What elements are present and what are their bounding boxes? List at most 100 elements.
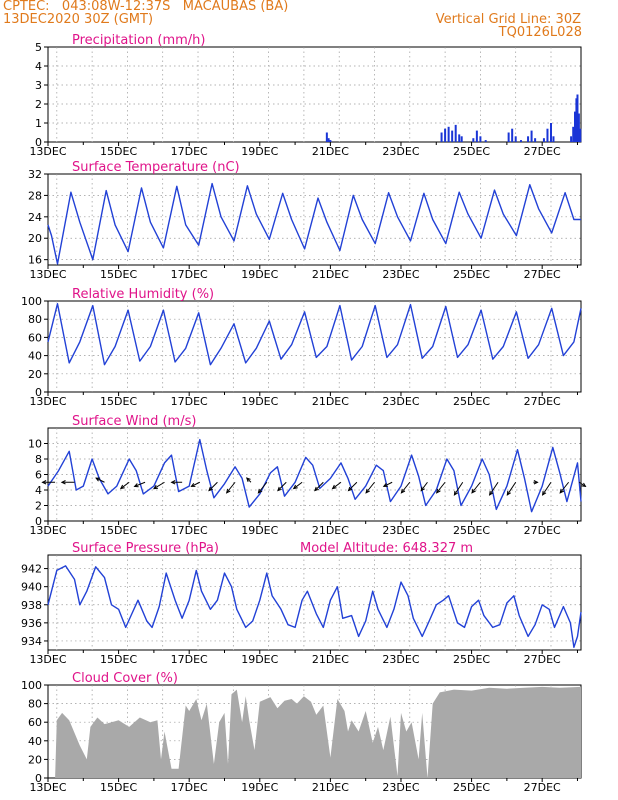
pres-ytick-label: 934 <box>21 635 42 648</box>
precip-ytick-label: 3 <box>35 79 42 92</box>
wind-arrow-head <box>95 477 101 482</box>
precip-xtick-label: 25DEC <box>453 145 490 158</box>
precip-ytick-label: 5 <box>35 41 42 54</box>
pres-xtick-label: 13DEC <box>29 653 66 666</box>
temp-xtick-label: 21DEC <box>312 268 349 281</box>
wind-arrow <box>436 481 446 494</box>
wind-arrow-head <box>277 486 282 492</box>
pres-ytick-label: 936 <box>21 617 42 630</box>
precip-bar <box>573 111 576 142</box>
precip-bar <box>570 136 573 142</box>
wind-arrow <box>134 481 146 487</box>
wind-xtick-label: 23DEC <box>382 524 419 537</box>
temp-xtick-label: 25DEC <box>453 268 490 281</box>
wind-arrow-head <box>488 490 494 496</box>
wind-arrow-head <box>453 490 459 496</box>
cloud-ytick-label: 100 <box>21 679 42 692</box>
temp-xtick-label: 23DEC <box>382 268 419 281</box>
wind-ytick-label: 10 <box>28 438 42 451</box>
temp-xtick-label: 13DEC <box>29 268 66 281</box>
wind-ytick-label: 8 <box>35 453 42 466</box>
precip-bar <box>519 140 522 142</box>
precip-bar <box>534 138 537 142</box>
precip-xtick-label: 21DEC <box>312 145 349 158</box>
wind-arrow-head <box>41 480 47 485</box>
wind-arrow-head <box>382 482 388 487</box>
precip-title: Precipitation (mm/h) <box>72 33 205 48</box>
wind-arrow <box>277 481 287 492</box>
wind-arrow-head <box>471 488 476 494</box>
temp-ytick-label: 28 <box>28 189 42 202</box>
precip-bar <box>575 98 578 142</box>
wind-arrow-head <box>208 486 213 492</box>
pres-xtick-label: 19DEC <box>241 653 278 666</box>
wind-arrow-head <box>190 482 196 487</box>
wind-arrow <box>542 481 552 496</box>
temp-xtick-label: 17DEC <box>171 268 208 281</box>
wind-arrow <box>401 481 411 494</box>
wind-xtick-label: 21DEC <box>312 524 349 537</box>
cloud-area <box>48 686 581 778</box>
pres-frame <box>47 554 582 651</box>
wind-arrow <box>293 481 303 489</box>
temp-xtick-label: 19DEC <box>241 268 278 281</box>
precip-ytick-label: 1 <box>35 117 42 130</box>
wind-arrow-head <box>541 490 547 496</box>
wind-arrow <box>332 481 342 489</box>
wind-ytick-label: 2 <box>35 500 42 513</box>
precip-ytick-label: 0 <box>35 136 42 149</box>
temp-title: Surface Temperature (nC) <box>72 160 240 175</box>
wind-arrow <box>383 481 393 487</box>
wind-series-line <box>47 438 582 513</box>
wind-arrow-head <box>331 484 337 490</box>
cloud-xtick-label: 15DEC <box>100 781 137 794</box>
rh-ytick-label: 80 <box>28 313 42 326</box>
pres-xtick-label: 25DEC <box>453 653 490 666</box>
wind-arrow <box>559 481 570 494</box>
cloud-ytick-label: 60 <box>28 716 42 729</box>
wind-arrow <box>489 481 499 496</box>
wind-arrow-head <box>365 488 370 494</box>
precip-bar <box>507 132 510 142</box>
wind-arrow <box>226 481 236 494</box>
wind-xtick-label: 13DEC <box>29 524 66 537</box>
cloud-ytick-label: 40 <box>28 735 42 748</box>
precip-bar <box>444 128 447 142</box>
wind-arrow-head <box>245 477 251 482</box>
temp-xtick-label: 15DEC <box>100 268 137 281</box>
wind-arrow-head <box>347 486 353 492</box>
wind-arrow <box>348 481 358 492</box>
wind-arrow <box>95 477 105 483</box>
precip-ytick-label: 2 <box>35 98 42 111</box>
cloud-xtick-label: 19DEC <box>241 781 278 794</box>
precip-bar <box>546 128 549 142</box>
precip-bar <box>542 138 545 142</box>
cloud-xtick-label: 13DEC <box>29 781 66 794</box>
precip-xtick-label: 17DEC <box>171 145 208 158</box>
pres-ytick-label: 942 <box>21 563 42 576</box>
wind-arrow <box>191 481 201 487</box>
wind-arrow-head <box>257 488 263 494</box>
wind-xtick-label: 19DEC <box>241 524 278 537</box>
vertical-grid-note: Vertical Grid Line: 30Z <box>435 12 581 27</box>
rh-xtick-label: 23DEC <box>382 395 419 408</box>
pres-annotation: Model Altitude: 648.327 m <box>300 541 473 556</box>
pres-title: Surface Pressure (hPa) <box>72 541 219 556</box>
precip-xtick-label: 15DEC <box>100 145 137 158</box>
station-header: CPTEC: 043:08W-12:37S MACAUBAS (BA) <box>3 0 289 14</box>
temp-ytick-label: 20 <box>28 232 42 245</box>
wind-arrow <box>314 481 324 492</box>
rh-frame <box>47 300 582 393</box>
precip-xtick-label: 13DEC <box>29 145 66 158</box>
rh-ytick-label: 100 <box>21 295 42 308</box>
precip-bar <box>549 123 552 142</box>
wind-arrow-head <box>133 483 139 488</box>
wind-arrow-head <box>60 480 66 485</box>
precip-bar <box>325 132 328 142</box>
cloud-xtick-label: 17DEC <box>171 781 208 794</box>
rh-xtick-label: 25DEC <box>453 395 490 408</box>
precip-bar <box>458 134 461 142</box>
wind-arrow <box>578 481 586 487</box>
rh-xtick-label: 21DEC <box>312 395 349 408</box>
